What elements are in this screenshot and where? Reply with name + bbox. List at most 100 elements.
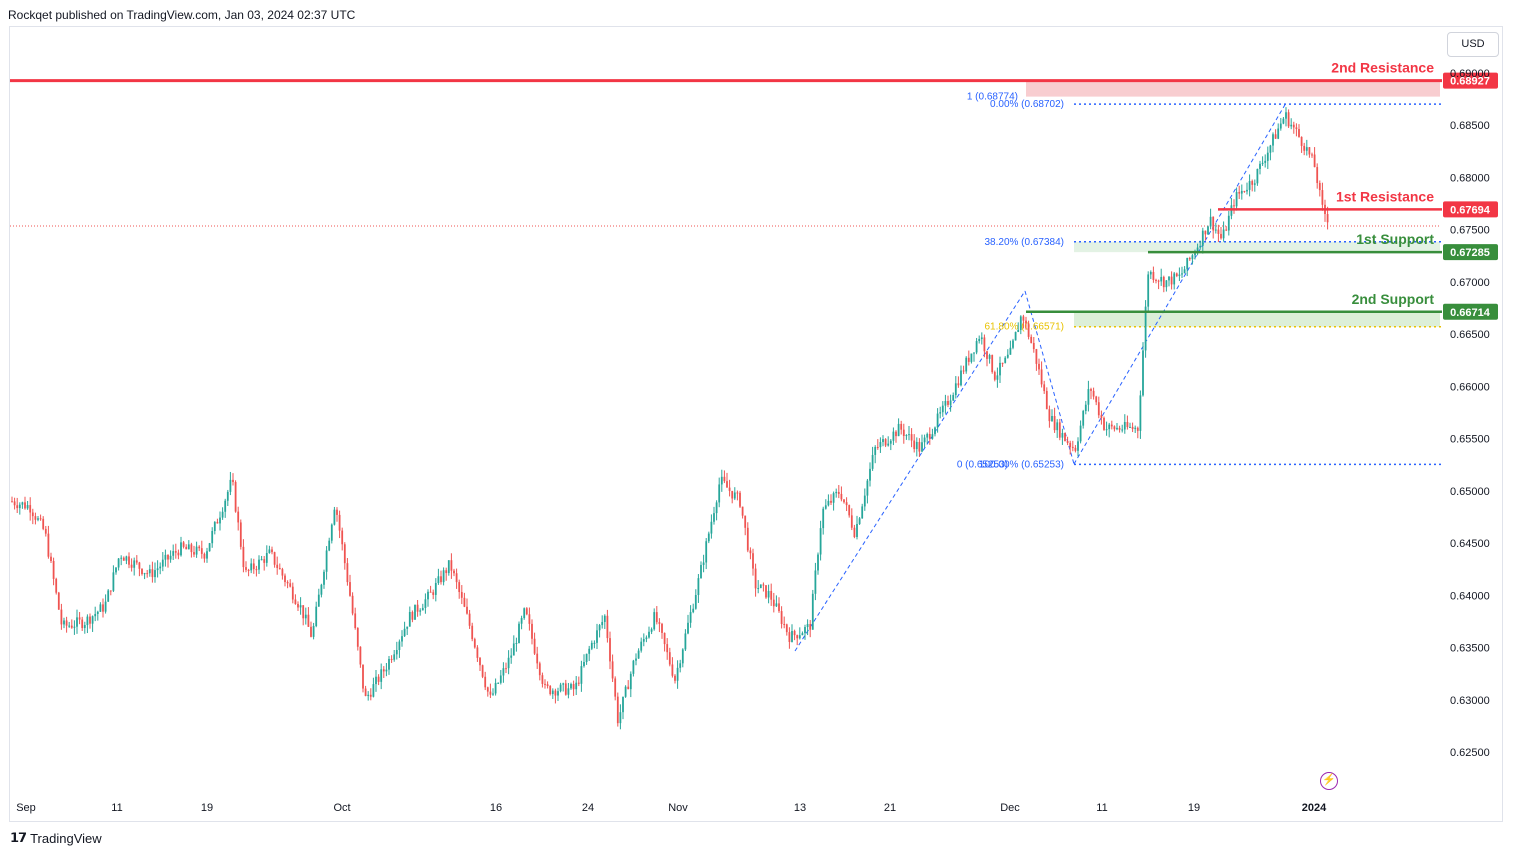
y-tick-label: 0.64000 [1450, 590, 1490, 602]
candle-body [1308, 147, 1311, 155]
fib-label: 1 (0.68774) [967, 92, 1018, 103]
candle-body [330, 524, 333, 541]
candle-body [154, 570, 156, 578]
candle-body [887, 443, 890, 446]
candle-body [1006, 354, 1009, 358]
candle-body [822, 508, 825, 529]
candle-body [562, 683, 565, 685]
candle-body [796, 635, 799, 639]
candle-body [489, 691, 492, 695]
candle-body [458, 582, 461, 593]
candle-body [164, 554, 167, 560]
candle-body [286, 582, 289, 584]
candle-body [861, 506, 864, 519]
candle-body [83, 625, 86, 629]
candle-body [216, 521, 219, 524]
currency-button[interactable]: USD [1447, 32, 1499, 57]
candle-body [944, 401, 947, 406]
candle-body [479, 657, 481, 666]
y-tick-label: 0.68500 [1450, 120, 1490, 132]
candle-body [515, 642, 518, 644]
support-zone-1 [1074, 241, 1440, 253]
candle-body [1097, 402, 1100, 416]
candle-body [312, 626, 315, 637]
candle-body [952, 395, 955, 401]
x-tick-label: 24 [582, 802, 594, 814]
candle-body [663, 632, 666, 645]
candle-body [1240, 190, 1243, 194]
candle-body [575, 682, 578, 690]
candle-body [564, 683, 567, 695]
candle-body [278, 567, 281, 570]
candle-body [336, 509, 338, 515]
candle-body [650, 629, 653, 632]
tradingview-logo[interactable]: 𝟭𝟳 TradingView [10, 830, 102, 846]
candle-body [299, 605, 302, 608]
candle-body [437, 576, 440, 583]
candle-body [406, 626, 409, 629]
candle-body [224, 500, 227, 512]
candle-body [16, 505, 19, 509]
candle-body [528, 614, 531, 624]
candle-body [551, 690, 554, 695]
candle-body [112, 572, 115, 591]
candle-body [1069, 442, 1072, 447]
candle-body [757, 588, 760, 590]
candle-body [1048, 409, 1051, 422]
candle-body [57, 592, 60, 610]
levels: 2nd Resistance 0.68927 1st Resistance 0.676… [10, 60, 1498, 320]
candle-body [583, 662, 585, 667]
candle-body [588, 648, 591, 654]
candle-body [1191, 255, 1194, 260]
candle-body [749, 550, 752, 554]
candle-body [991, 355, 994, 373]
candle-body [1105, 429, 1108, 431]
candle-body [211, 530, 214, 544]
fib-zones: 1 (0.68774)0.00% (0.68702) 38.20% (0.6738… [10, 80, 1442, 652]
candle-body [658, 622, 661, 624]
candle-body [726, 481, 728, 488]
candle-body [1043, 384, 1046, 392]
candle-body [1256, 168, 1259, 184]
candle-body [317, 594, 320, 607]
candle-body [200, 548, 203, 554]
candle-body [1214, 229, 1217, 231]
candle-body [424, 599, 427, 608]
candle-body [1082, 410, 1085, 426]
candle-body [1095, 396, 1098, 403]
candle-body [627, 686, 630, 690]
candle-body [910, 434, 913, 441]
candle-body [133, 560, 136, 568]
candle-body [705, 541, 708, 563]
candle-body [1118, 427, 1121, 430]
fib-label: 61.80% (0.66571) [984, 322, 1064, 333]
candle-body [177, 552, 180, 556]
candle-body [889, 440, 892, 444]
candle-body [736, 492, 739, 494]
candle-body [668, 652, 671, 665]
candle-body [744, 515, 747, 528]
candle-body [960, 370, 962, 386]
candle-body [731, 490, 734, 499]
candle-body [983, 337, 986, 352]
candle-body [73, 626, 76, 628]
candle-body [304, 614, 307, 619]
candle-body [941, 405, 944, 413]
x-tick-label: Nov [668, 802, 688, 814]
candle-body [934, 427, 936, 435]
candle-body [372, 684, 375, 697]
candle-body [499, 675, 502, 683]
candle-body [882, 439, 884, 443]
candle-body [471, 625, 474, 640]
candle-body [811, 593, 814, 630]
y-tick-label: 0.67000 [1450, 277, 1490, 289]
lightning-bolt-icon[interactable]: ⚡ [1320, 772, 1338, 790]
candle-body [697, 578, 700, 595]
candle-body [263, 559, 266, 563]
candle-body [1253, 183, 1256, 185]
fib-label: 0 (0.65253) [957, 459, 1008, 470]
candle-body [739, 492, 741, 507]
candle-body [369, 694, 372, 697]
candle-body [1038, 363, 1040, 370]
